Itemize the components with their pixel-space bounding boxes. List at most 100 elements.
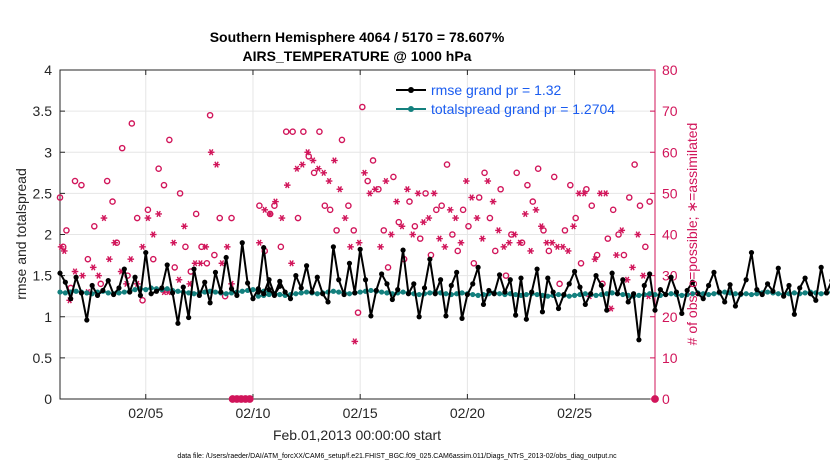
rmse-point [395,287,401,293]
obs-assimilated-stroke [356,239,362,246]
rmse-point [818,264,824,270]
spread-point [186,290,192,296]
rmse-point [464,291,470,298]
obs-possible-marker [406,198,413,205]
spread-point [336,289,342,295]
obs-assimilated-stroke [337,186,343,193]
spread-point [534,291,540,298]
left-y-axis: 0 0.5 1 1.5 2 2.5 3 3.5 4 [33,62,65,407]
chart-title: Southern Hemisphere 4064 / 5170 = 78.607… [210,29,505,45]
obs-possible-marker [139,296,146,304]
obs-assimilated-marker [155,210,162,218]
obs-possible-marker [364,177,371,185]
rmse-point [791,311,797,317]
obs-assimilated-marker [580,190,588,197]
obs-possible-marker [556,280,563,288]
obs-possible-marker [631,161,638,168]
obs-assimilated-stroke [80,272,85,279]
obs-assimilated-stroke [533,206,539,214]
obs-possible-marker [432,206,440,214]
rmse-point [196,292,202,298]
spread-point [748,291,755,298]
spread-point [722,289,728,295]
rmse-point [823,290,830,296]
obs-assimilated-marker [425,214,433,222]
legend-spread-marker [408,106,414,112]
rmse-point [357,246,363,252]
obs-assimilated-marker [441,243,449,251]
rmse-point [518,275,524,281]
rmse-point [169,290,176,296]
spread-point [175,288,181,294]
obs-assimilated-marker [570,223,577,230]
rmse-point [443,313,449,319]
obs-assimilated-marker [473,214,481,222]
rmse-point [255,289,261,295]
rmse-point [555,305,562,312]
spread-point [105,290,111,296]
obs-assimilated-stroke [614,251,619,259]
obs-assimilated-stroke [182,223,187,230]
obs-possible-marker [166,136,173,144]
obs-possible-marker [171,264,179,271]
rmse-point [695,291,701,297]
obs-assimilated-stroke [485,177,491,185]
obs-possible-marker [333,227,340,234]
spread-point [330,288,336,294]
rmse-point [797,285,803,291]
rmse-point [684,287,690,294]
obs-assimilated-marker [452,214,459,222]
obs-possible-marker [282,128,290,135]
obs-assimilated-stroke [571,223,576,230]
spread-point [791,290,797,296]
spread-point [357,289,363,295]
spread-point [689,291,696,297]
obs-possible-marker [380,227,388,234]
rmse-point [309,289,315,295]
rmse-point [566,281,572,287]
spread-point [566,293,572,299]
left-y-tick-label: 4 [44,62,52,78]
rmse-point [116,285,122,291]
obs-possible-marker [497,185,504,193]
legend-rmse-label: rmse grand pr = 1.32 [431,82,562,98]
rmse-point [73,274,79,280]
rmse-point [293,273,299,279]
obs-assimilated-marker [351,338,359,345]
rmse-point [330,244,336,250]
obs-assimilated-stroke [187,280,192,288]
rmse-point [706,282,712,289]
obs-assimilated-stroke [523,210,528,218]
rmse-point [663,291,669,298]
spread-point [314,291,320,297]
obs-assimilated-marker [106,255,113,263]
rmse-point [630,291,637,297]
rmse-point [748,249,755,256]
rmse-point [405,291,412,297]
zero-obs-marker [245,395,254,403]
rmse-point [647,271,653,277]
obs-assimilated-stroke [517,239,523,246]
obs-assimilated-stroke [342,214,348,222]
left-y-tick-label: 0.5 [33,350,53,366]
spread-point [255,293,261,299]
obs-assimilated-marker [629,264,636,271]
spread-point [711,291,717,297]
spread-point [647,291,653,297]
rmse-point [105,277,111,284]
rmse-point [496,272,503,278]
obs-possible-marker [636,202,644,210]
obs-assimilated-marker [618,227,626,234]
obs-assimilated-stroke [410,231,415,238]
rmse-point [373,287,379,294]
obs-possible-marker [350,227,358,234]
rmse-point [571,268,578,275]
obs-possible-marker [310,169,318,177]
obs-assimilated-stroke [140,243,145,251]
obs-assimilated-stroke [310,157,316,164]
obs-possible-marker [486,214,494,222]
obs-assimilated-marker [57,243,65,251]
rmse-point [341,291,347,298]
obs-possible-marker [321,202,329,210]
